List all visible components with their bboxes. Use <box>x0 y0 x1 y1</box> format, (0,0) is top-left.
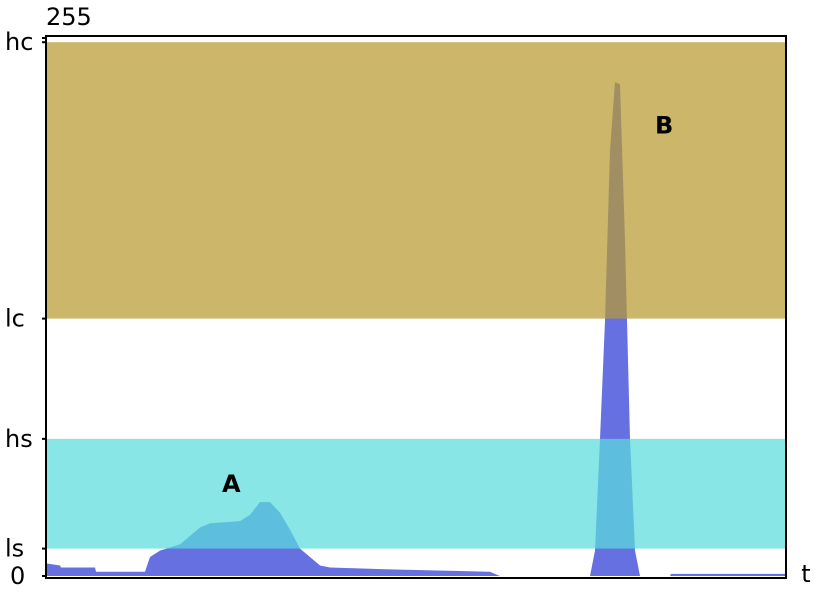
y-tick-label: ls <box>5 535 24 563</box>
y-tick-label: hs <box>5 425 33 453</box>
annotation: A <box>222 470 241 498</box>
y-tick-label: 255 <box>46 3 92 31</box>
band <box>46 438 786 549</box>
y-tick-label: hc <box>5 28 33 56</box>
y-tick-label: lc <box>5 305 25 333</box>
y-tick-label: 0 <box>10 562 25 590</box>
x-axis-label: t <box>801 560 810 588</box>
annotation: B <box>655 112 673 140</box>
band <box>46 42 786 319</box>
